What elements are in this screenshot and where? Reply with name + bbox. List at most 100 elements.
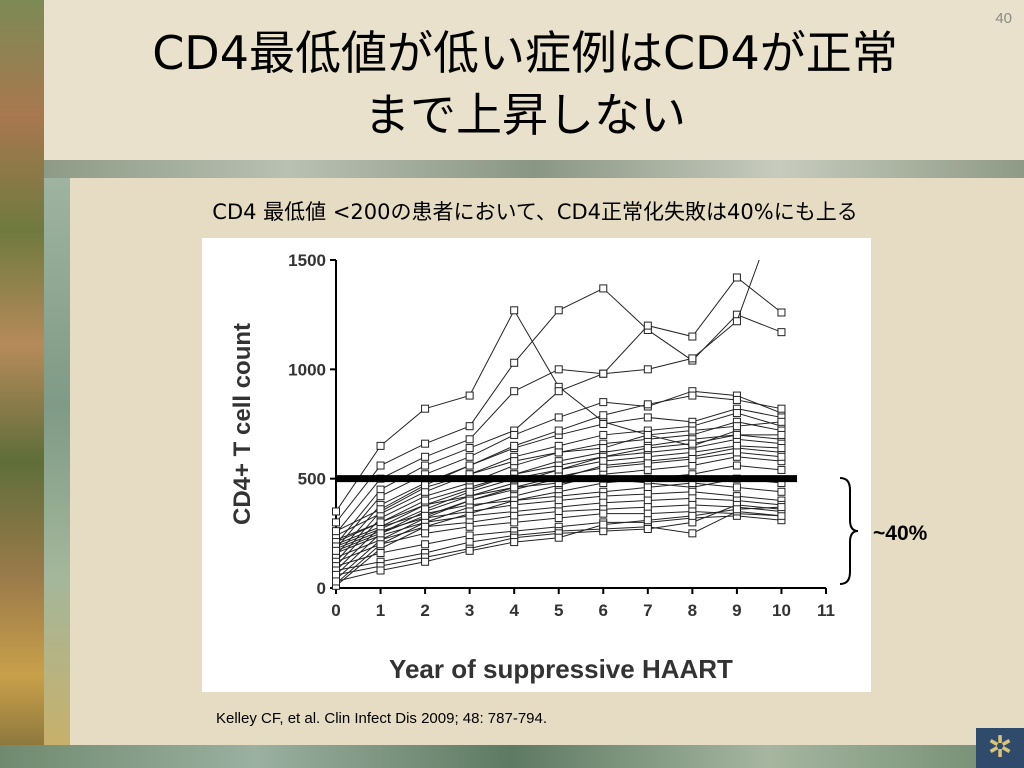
data-point <box>465 546 474 555</box>
data-point <box>732 430 741 439</box>
data-point <box>376 492 385 501</box>
data-point <box>421 461 430 470</box>
x-tick-label: 0 <box>331 601 340 620</box>
data-point <box>688 529 697 538</box>
data-point <box>421 505 430 514</box>
data-point <box>376 518 385 527</box>
data-point <box>643 413 652 422</box>
data-point <box>688 494 697 503</box>
data-point <box>777 465 786 474</box>
x-tick-label: 7 <box>643 601 652 620</box>
data-point <box>643 400 652 409</box>
x-tick-label: 6 <box>599 601 608 620</box>
data-point <box>510 457 519 466</box>
data-point <box>465 487 474 496</box>
data-point <box>732 448 741 457</box>
data-point <box>421 439 430 448</box>
citation: Kelley CF, et al. Clin Infect Dis 2009; … <box>216 710 548 727</box>
data-point <box>554 533 563 542</box>
data-point <box>421 404 430 413</box>
data-point <box>599 520 608 529</box>
data-point <box>777 417 786 426</box>
data-point <box>421 481 430 490</box>
data-point <box>732 317 741 326</box>
percentage-annotation: ~40% <box>873 522 928 545</box>
cd4-line-chart: 0 500 1000 1500 0 1 2 3 4 5 6 7 8 9 10 11 Year of suppre… <box>229 251 835 684</box>
data-point <box>376 566 385 575</box>
data-point <box>599 527 608 536</box>
data-point <box>465 461 474 470</box>
data-point <box>554 496 563 505</box>
y-tick-label: 500 <box>298 470 326 489</box>
chart-container: 0 500 1000 1500 0 1 2 3 4 5 6 7 8 9 10 11 Year of suppre… <box>202 238 871 692</box>
data-point <box>777 404 786 413</box>
data-point <box>599 420 608 428</box>
data-point <box>732 441 741 450</box>
x-tick-label: 4 <box>509 601 519 620</box>
data-point <box>465 422 474 431</box>
series-line-1 <box>336 309 738 512</box>
data-point <box>554 448 563 457</box>
data-point <box>465 391 474 400</box>
data-point <box>554 465 563 474</box>
gear-icon[interactable]: ✲ <box>976 728 1024 768</box>
data-point <box>732 273 741 282</box>
data-point <box>376 549 385 558</box>
data-point <box>643 509 652 518</box>
data-point <box>465 538 474 547</box>
x-tick-label: 10 <box>772 601 791 620</box>
data-point <box>421 487 430 496</box>
data-point <box>510 500 519 509</box>
data-point <box>643 465 652 474</box>
x-tick-label: 5 <box>554 601 563 620</box>
data-point <box>643 524 652 533</box>
data-point <box>332 577 340 586</box>
data-point <box>599 492 608 501</box>
data-point <box>688 426 697 435</box>
data-point <box>332 507 340 516</box>
data-point <box>777 328 786 337</box>
data-point <box>732 505 741 514</box>
data-point <box>599 430 608 439</box>
data-point <box>688 354 697 363</box>
data-point <box>777 308 786 317</box>
data-point <box>376 529 385 538</box>
title-area <box>44 0 1024 160</box>
data-point <box>376 441 385 450</box>
data-point <box>554 306 563 315</box>
data-point <box>599 444 608 453</box>
data-point <box>732 483 741 492</box>
data-point <box>599 284 608 293</box>
data-point <box>554 387 563 396</box>
data-point <box>554 365 563 374</box>
data-point <box>421 522 430 531</box>
data-point <box>376 540 385 549</box>
y-tick-label: 0 <box>317 579 326 598</box>
data-point <box>599 463 608 472</box>
data-point <box>599 498 608 507</box>
y-axis-label: CD4+ T cell count <box>229 323 256 525</box>
x-tick-label: 9 <box>732 601 741 620</box>
data-point <box>376 485 385 494</box>
data-point <box>643 444 652 453</box>
data-point <box>510 511 519 520</box>
x-tick-label: 1 <box>376 601 385 620</box>
data-point <box>777 503 786 512</box>
slide-title: CD4最低値が低い症例はCD4が正常 まで上昇しない <box>60 22 990 146</box>
data-point <box>732 395 741 404</box>
data-point <box>777 430 786 439</box>
data-point <box>688 391 697 400</box>
data-point <box>421 511 430 520</box>
data-point <box>777 511 786 520</box>
data-point <box>421 529 430 538</box>
decorative-bottom-band <box>0 745 1024 768</box>
slide-number: 40 <box>995 10 1012 27</box>
data-point <box>688 500 697 509</box>
data-point <box>777 487 786 496</box>
data-point <box>465 452 474 461</box>
data-point <box>643 496 652 505</box>
data-point <box>510 441 519 450</box>
data-point <box>465 522 474 531</box>
data-point <box>332 527 340 536</box>
data-point <box>688 518 697 527</box>
